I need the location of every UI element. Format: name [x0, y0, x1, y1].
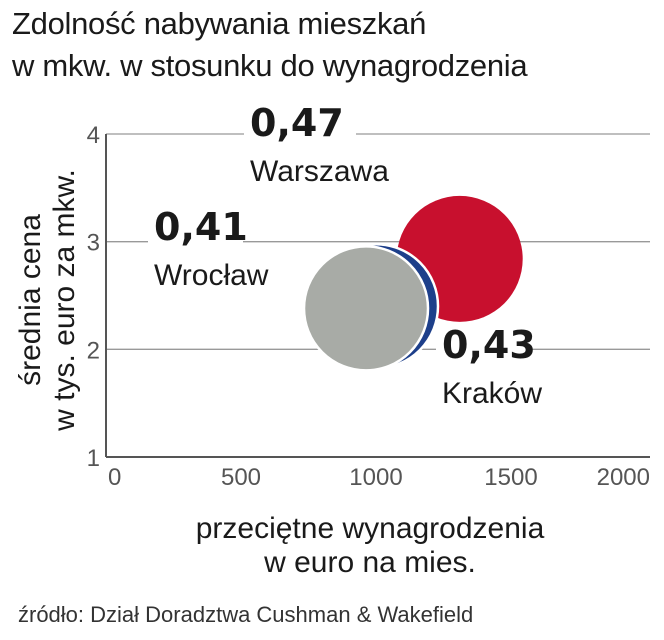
x-axis-label-line1: przeciętne wynagrodzenia — [195, 512, 545, 545]
value-label-bg — [436, 324, 531, 364]
y-tick-label: 3 — [87, 230, 100, 257]
x-tick-label: 500 — [221, 464, 261, 491]
value-label: 0,41 — [154, 205, 248, 249]
x-axis-label-line2: w euro na mies. — [264, 546, 476, 579]
y-axis-label-line1: średnia cena — [14, 214, 47, 386]
y-tick-label: 4 — [87, 122, 100, 149]
value-label-bg — [244, 102, 356, 142]
x-tick-label: 1500 — [484, 464, 537, 491]
x-tick-label: 2000 — [597, 464, 650, 491]
city-label: Warszawa — [250, 155, 389, 188]
y-axis-label-line2: w tys. euro za mkw. — [48, 169, 81, 432]
x-tick-label: 0 — [108, 464, 121, 491]
chart-title-line2: w mkw. w stosunku do wynagrodzenia — [12, 48, 528, 83]
y-tick-label: 1 — [87, 445, 100, 472]
chart-title-line1: Zdolność nabywania mieszkań — [12, 6, 427, 41]
bubble-wrocław — [302, 245, 430, 372]
city-label: Wrocław — [154, 259, 269, 292]
plot-area: 1 2 3 4 0 500 1000 1500 2000 średnia cena w tys. e… — [14, 101, 650, 491]
value-label-bg — [148, 206, 243, 246]
city-label: Kraków — [442, 377, 542, 410]
x-tick-label: 1000 — [349, 464, 402, 491]
value-label: 0,43 — [442, 323, 536, 367]
value-label: 0,47 — [250, 101, 344, 145]
source-note: źródło: Dział Doradztwa Cushman & Wakefi… — [18, 602, 474, 627]
y-tick-label: 2 — [87, 337, 100, 364]
